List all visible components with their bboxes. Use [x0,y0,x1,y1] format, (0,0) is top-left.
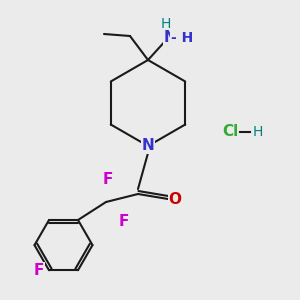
Text: F: F [103,172,113,188]
Text: F: F [34,263,44,278]
Text: N: N [142,139,154,154]
Text: O: O [169,191,182,206]
Text: H: H [253,125,263,139]
Text: Cl: Cl [222,124,238,140]
Text: - H: - H [171,31,193,45]
Text: F: F [119,214,129,230]
Text: N: N [164,31,176,46]
Text: H: H [161,17,171,31]
